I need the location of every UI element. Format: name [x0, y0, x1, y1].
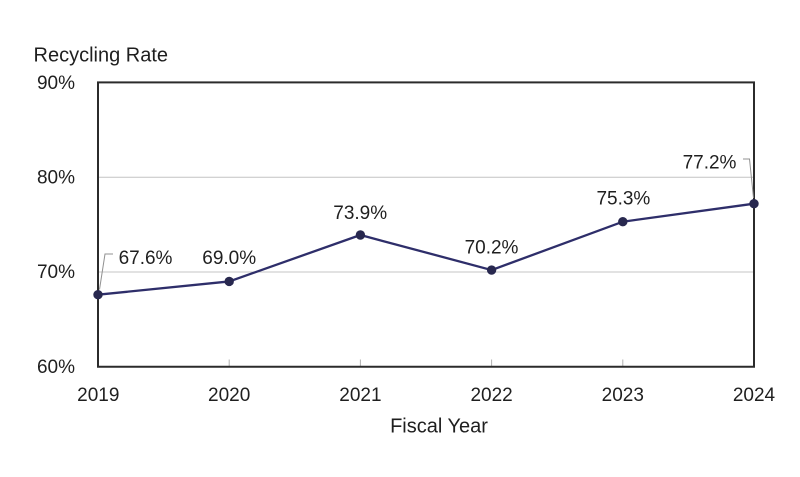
svg-text:60%: 60% — [37, 357, 75, 378]
svg-text:73.9%: 73.9% — [333, 203, 387, 224]
svg-text:77.2%: 77.2% — [683, 152, 737, 173]
svg-text:70.2%: 70.2% — [465, 237, 519, 258]
svg-text:67.6%: 67.6% — [119, 248, 173, 269]
svg-text:Fiscal Year: Fiscal Year — [390, 416, 488, 438]
svg-text:69.0%: 69.0% — [202, 248, 256, 269]
svg-text:90%: 90% — [37, 73, 75, 94]
svg-text:2024: 2024 — [733, 385, 776, 406]
svg-text:2023: 2023 — [602, 385, 644, 406]
svg-text:Recycling Rate: Recycling Rate — [34, 44, 169, 66]
svg-text:2019: 2019 — [77, 385, 119, 406]
svg-text:75.3%: 75.3% — [596, 189, 650, 210]
svg-text:2021: 2021 — [339, 385, 381, 406]
svg-text:2022: 2022 — [470, 385, 512, 406]
svg-text:80%: 80% — [37, 168, 75, 189]
svg-text:70%: 70% — [37, 262, 75, 283]
svg-text:2020: 2020 — [208, 385, 250, 406]
